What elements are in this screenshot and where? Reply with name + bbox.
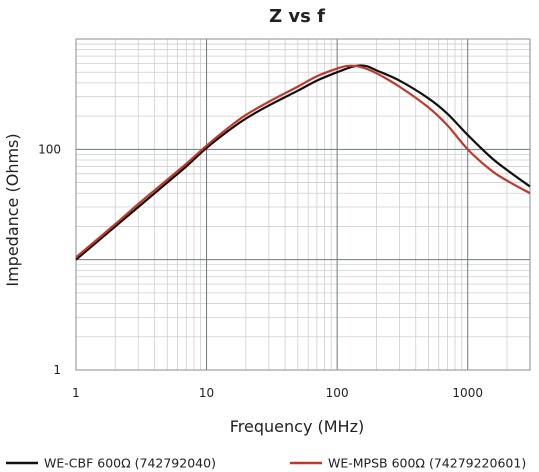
y-axis-label: Impedance (Ohms)	[3, 133, 22, 286]
x-tick-label: 100	[326, 386, 349, 400]
legend-label-2: WE-MPSB 600Ω (74279220601)	[328, 456, 526, 471]
series-line-1	[75, 64, 531, 261]
x-axis-label: Frequency (MHz)	[230, 417, 364, 436]
plot-frame	[75, 38, 531, 371]
y-tick-label: 1	[53, 363, 61, 377]
y-tick-label: 100	[38, 142, 61, 156]
series-line-2	[75, 64, 531, 259]
chart-title: Z vs f	[269, 6, 325, 27]
x-tick-label: 1	[72, 386, 80, 400]
legend-label-1: WE-CBF 600Ω (742792040)	[44, 456, 216, 471]
y-tick-labels: 1 100	[38, 142, 61, 377]
x-tick-label: 10	[199, 386, 214, 400]
series-group	[75, 64, 531, 261]
legend: WE-CBF 600Ω (742792040) WE-MPSB 600Ω (742…	[6, 456, 526, 471]
x-tick-labels: 1 10 100 1000	[72, 386, 483, 400]
x-tick-label: 1000	[452, 386, 483, 400]
